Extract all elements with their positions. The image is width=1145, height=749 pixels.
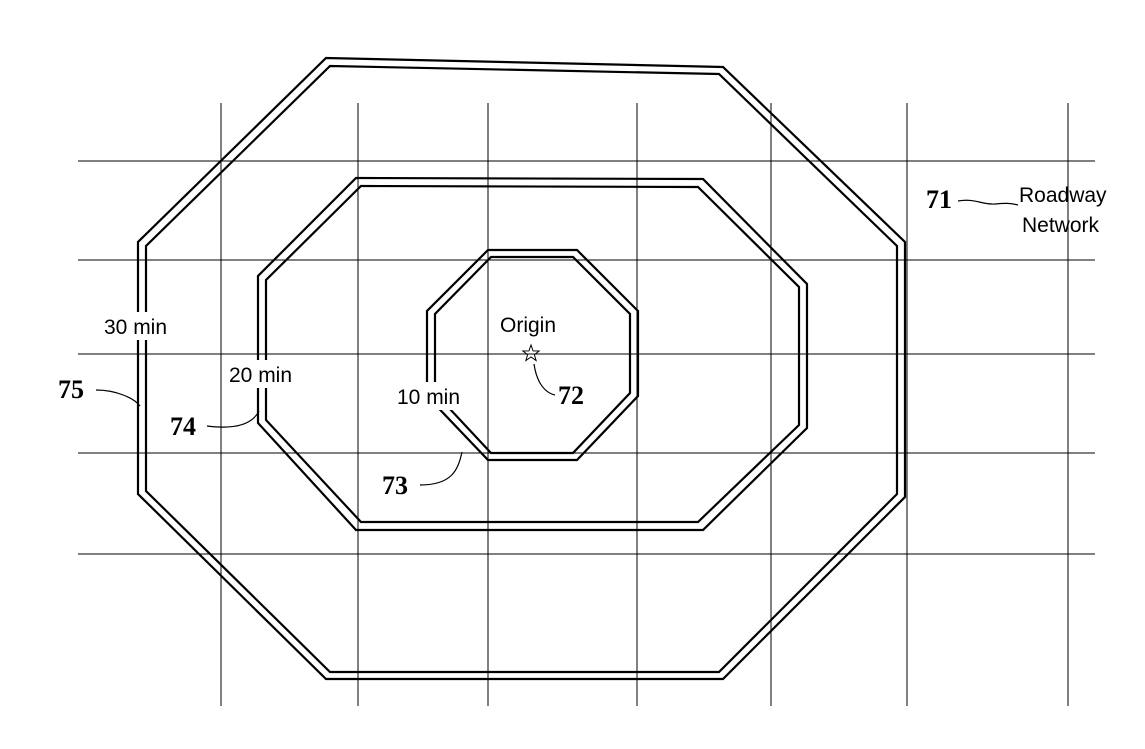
ref-75-leader-line: [95, 389, 141, 407]
origin-leader-line: [533, 363, 556, 396]
ref-74-leader-line: [206, 410, 260, 428]
ref-30-min-zone: 75: [58, 375, 84, 404]
ref-roadway-network: 71: [926, 185, 952, 214]
isochrone-10-min: [425, 248, 640, 462]
origin-label: Origin: [500, 314, 556, 337]
zone-label-20-min: 20 min: [229, 364, 292, 387]
ref-10-min-zone: 73: [382, 471, 408, 500]
roadway-network-label-line1: Roadway: [1019, 184, 1107, 207]
ref-71-leader-line: [957, 199, 1019, 206]
ref-origin: 72: [558, 381, 584, 410]
ref-73-leader-line: [419, 451, 463, 486]
isochrone-20-min: [256, 176, 809, 532]
roadway-network-grid: [78, 103, 1095, 706]
roadway-network-label-line2: Network: [1022, 214, 1100, 237]
zone-label-10-min: 10 min: [397, 386, 460, 409]
ref-20-min-zone: 74: [170, 412, 196, 441]
origin-star-icon: [521, 343, 541, 362]
zone-label-30-min: 30 min: [104, 316, 167, 339]
